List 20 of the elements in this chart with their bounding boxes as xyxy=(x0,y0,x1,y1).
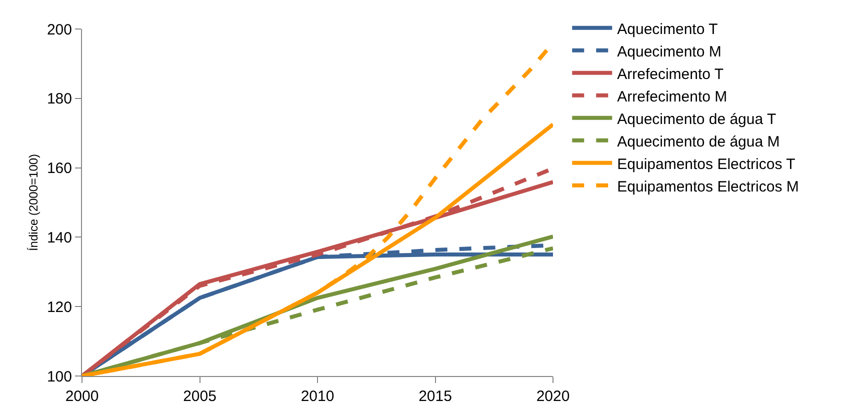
x-tick-label: 2010 xyxy=(300,388,334,405)
y-tick-label: 180 xyxy=(46,90,72,108)
y-tick-label: 200 xyxy=(46,21,72,38)
legend-label: Aquecimento de água M xyxy=(617,133,780,150)
legend-label: Arrefecimento T xyxy=(617,66,724,83)
legend-label: Equipamentos Electricos M xyxy=(617,178,799,196)
legend-label: Aquecimento M xyxy=(617,43,722,60)
legend-label: Aquecimento de água T xyxy=(617,110,776,128)
y-tick-label: 100 xyxy=(46,368,72,386)
legend-label: Aquecimento T xyxy=(617,20,718,38)
x-tick-label: 2015 xyxy=(418,388,452,405)
x-tick-label: 2005 xyxy=(183,388,216,405)
x-tick-label: 2000 xyxy=(65,388,99,405)
legend-label: Equipamentos Electricos T xyxy=(617,156,796,173)
x-tick-label: 2020 xyxy=(536,388,570,405)
y-tick-label: 160 xyxy=(46,160,72,178)
legend-label: Arrefecimento M xyxy=(617,88,728,106)
y-axis-title: Índice (2000=100) xyxy=(26,154,40,252)
y-tick-label: 120 xyxy=(46,298,72,316)
y-tick-label: 140 xyxy=(46,229,72,246)
